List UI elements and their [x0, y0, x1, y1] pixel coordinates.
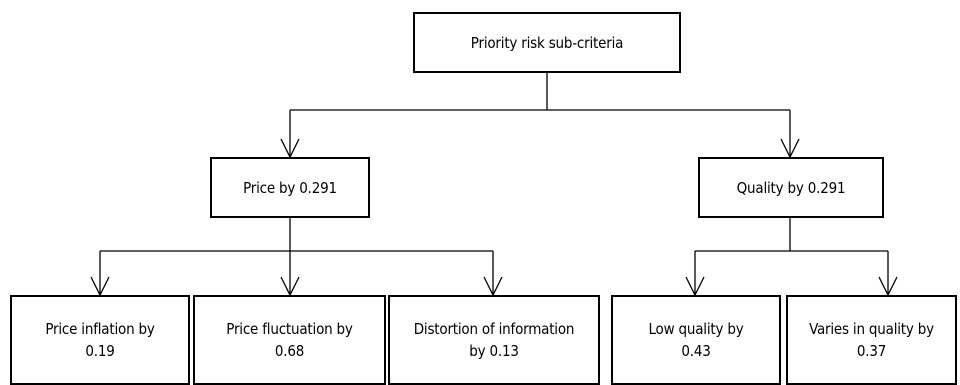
root-node-label: Priority risk sub-criteria — [470, 33, 624, 52]
varies-quality-node: Varies in quality by 0.37 — [786, 295, 957, 385]
price-fluctuation-label: Price fluctuation by — [226, 320, 353, 338]
price-fluctuation-value: 0.68 — [274, 342, 305, 360]
distortion-value: by 0.13 — [469, 342, 519, 360]
price-inflation-label: Price inflation by — [45, 320, 155, 338]
price-node: Price by 0.291 — [210, 157, 370, 218]
distortion-node: Distortion of information by 0.13 — [388, 295, 600, 385]
price-inflation-value: 0.19 — [85, 342, 115, 360]
low-quality-node: Low quality by 0.43 — [611, 295, 781, 385]
root-node: Priority risk sub-criteria — [413, 12, 681, 73]
distortion-label: Distortion of information — [413, 320, 575, 338]
price-inflation-node: Price inflation by 0.19 — [10, 295, 190, 385]
quality-node-label: Quality by 0.291 — [736, 178, 846, 197]
varies-quality-value: 0.37 — [856, 342, 887, 360]
low-quality-label: Low quality by — [648, 320, 744, 338]
price-node-label: Price by 0.291 — [243, 178, 337, 197]
varies-quality-label: Varies in quality by — [809, 320, 934, 338]
low-quality-value: 0.43 — [681, 342, 711, 360]
price-fluctuation-node: Price fluctuation by 0.68 — [193, 295, 386, 385]
quality-node: Quality by 0.291 — [698, 157, 884, 218]
